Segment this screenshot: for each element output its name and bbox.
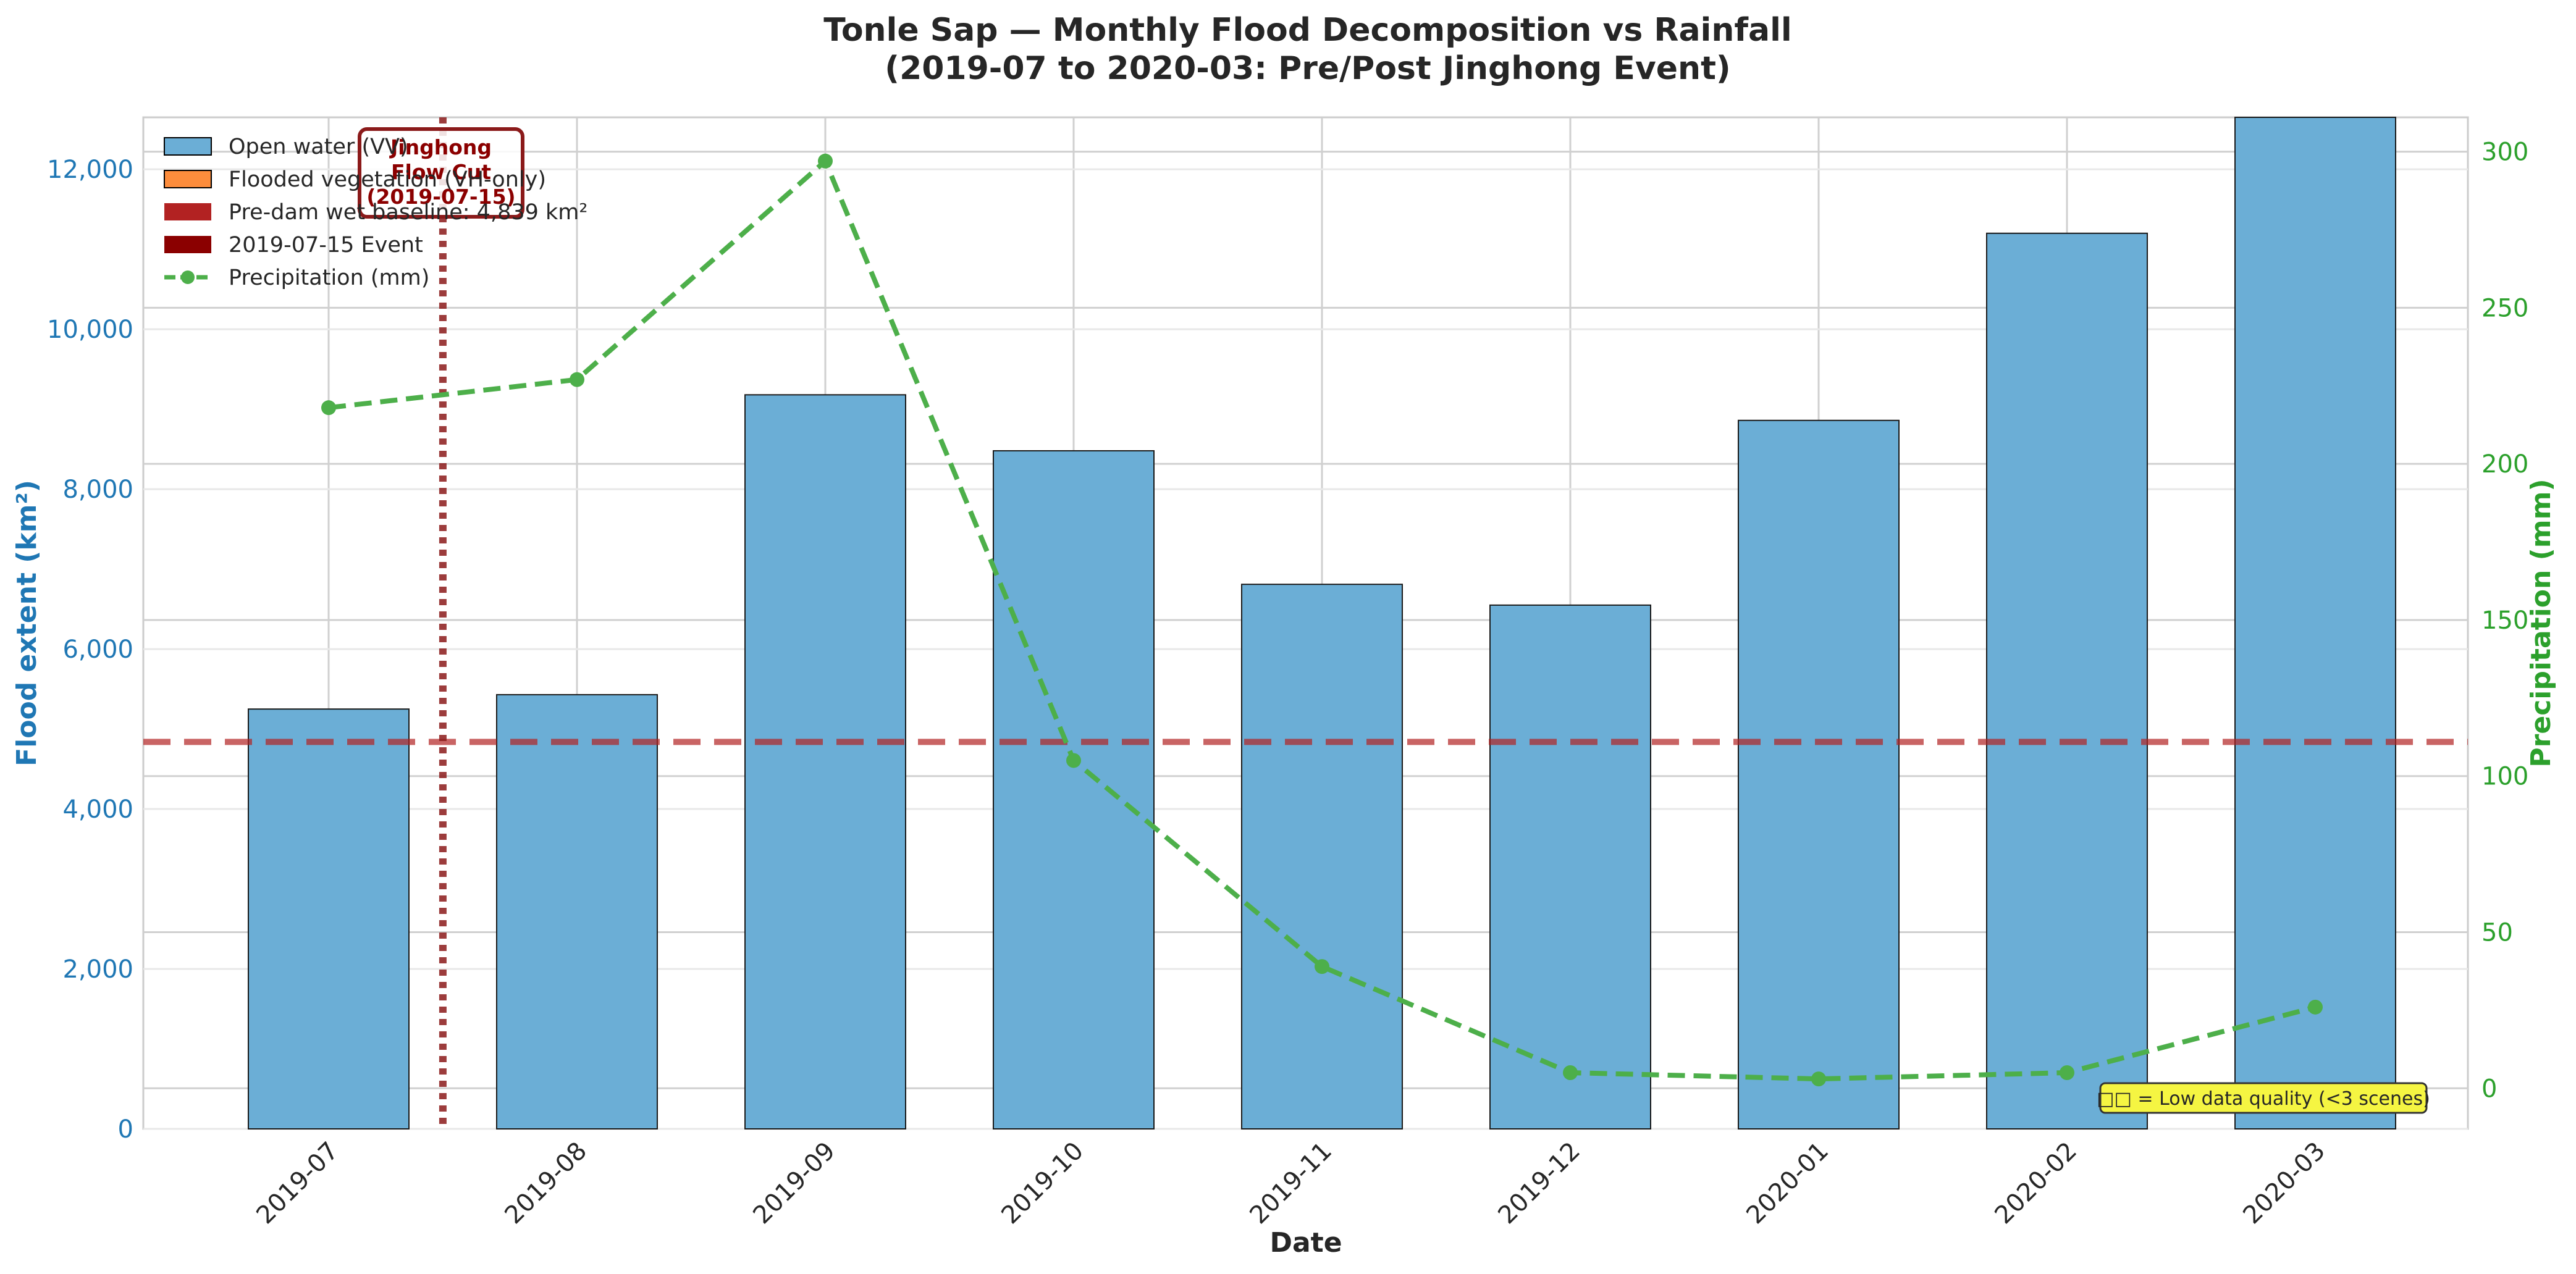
y-tick-label: 4,000 — [62, 795, 133, 824]
precipitation-point — [1811, 1071, 1826, 1087]
data-quality-note: □□ = Low data quality (<3 scenes) — [2097, 1082, 2430, 1114]
precipitation-point — [570, 372, 584, 387]
precipitation-line — [328, 157, 2317, 1082]
precipitation-point — [818, 153, 833, 169]
event-annotation-line-2: Flow Cut — [391, 160, 491, 184]
bar-open-water — [1241, 584, 1403, 1129]
bar-open-water — [993, 450, 1155, 1130]
x-tick-label: 2019-07 — [251, 1137, 344, 1230]
legend: Open water (VV) Flooded vegetation (VH-o… — [164, 135, 587, 290]
x-tick-label: 2019-10 — [996, 1137, 1089, 1230]
event-annotation-line-3: (2019-07-15) — [366, 185, 515, 209]
event-annotation-line-1: Jinghong — [389, 135, 492, 159]
chart-subtitle: (2019-07 to 2020-03: Pre/Post Jinghong E… — [885, 50, 1730, 87]
precipitation-point — [1563, 1065, 1578, 1080]
x-axis-label: Date — [1269, 1227, 1342, 1259]
precipitation-series — [321, 153, 2323, 1087]
legend-swatch-event — [164, 236, 211, 253]
y2-tick-label: 100 — [2481, 763, 2528, 791]
legend-label-precipitation: Precipitation (mm) — [229, 266, 429, 290]
precipitation-point — [2060, 1065, 2074, 1080]
x-tick-label: 2020-02 — [1989, 1137, 2082, 1230]
bar-open-water — [2234, 117, 2396, 1129]
x-tick-label: 2019-11 — [1244, 1137, 1337, 1230]
data-quality-note-text: □□ = Low data quality (<3 scenes) — [2097, 1088, 2430, 1110]
y2-tick-label: 250 — [2481, 294, 2528, 322]
precipitation-point — [1315, 959, 1329, 974]
legend-label-event: 2019-07-15 Event — [229, 233, 423, 258]
bar-open-water — [1489, 604, 1651, 1129]
precipitation-point — [2308, 999, 2323, 1015]
y2-tick-label: 0 — [2481, 1075, 2497, 1103]
y-tick-label: 0 — [118, 1115, 133, 1144]
legend-marker-precipitation — [181, 270, 195, 284]
legend-swatch-baseline — [164, 203, 211, 220]
y2-tick-label: 50 — [2481, 919, 2513, 947]
legend-swatch-flooded-vegetation — [164, 170, 212, 188]
y-tick-label: 12,000 — [47, 156, 133, 184]
x-tick-label: 2019-12 — [1492, 1137, 1586, 1230]
y-axis-label: Flood extent (km²) — [11, 480, 43, 766]
bar-open-water — [1738, 419, 1900, 1129]
y-tick-label: 8,000 — [62, 476, 133, 504]
x-tick-label: 2020-01 — [1741, 1137, 1834, 1230]
y-tick-label: 6,000 — [62, 635, 133, 664]
x-tick-label: 2020-03 — [2237, 1137, 2331, 1230]
x-tick-label: 2019-08 — [499, 1137, 592, 1230]
bar-open-water — [248, 708, 410, 1129]
legend-label-open-water: Open water (VV) — [229, 135, 408, 159]
y2-axis-label: Precipitation (mm) — [2525, 479, 2557, 767]
precipitation-point — [1066, 753, 1081, 768]
y2-tick-label: 200 — [2481, 450, 2528, 479]
bars — [248, 117, 2396, 1130]
y-tick-label: 2,000 — [62, 955, 133, 984]
legend-label-baseline: Pre-dam wet baseline: 4,839 km² — [229, 200, 587, 225]
bar-open-water — [1986, 232, 2148, 1130]
event-annotation: Jinghong Flow Cut (2019-07-15) — [358, 127, 524, 219]
bar-open-water — [744, 394, 906, 1129]
y-tick-label: 10,000 — [47, 316, 133, 344]
precipitation-point — [321, 400, 336, 416]
x-tick-label: 2019-09 — [747, 1137, 841, 1230]
y2-tick-label: 150 — [2481, 606, 2528, 635]
legend-swatch-open-water — [164, 137, 212, 156]
legend-label-flooded-vegetation: Flooded vegetation (VH-only) — [229, 167, 546, 192]
bar-open-water — [496, 694, 658, 1129]
chart-title: Tonle Sap — Monthly Flood Decomposition … — [823, 12, 1792, 49]
y2-tick-label: 300 — [2481, 138, 2528, 167]
